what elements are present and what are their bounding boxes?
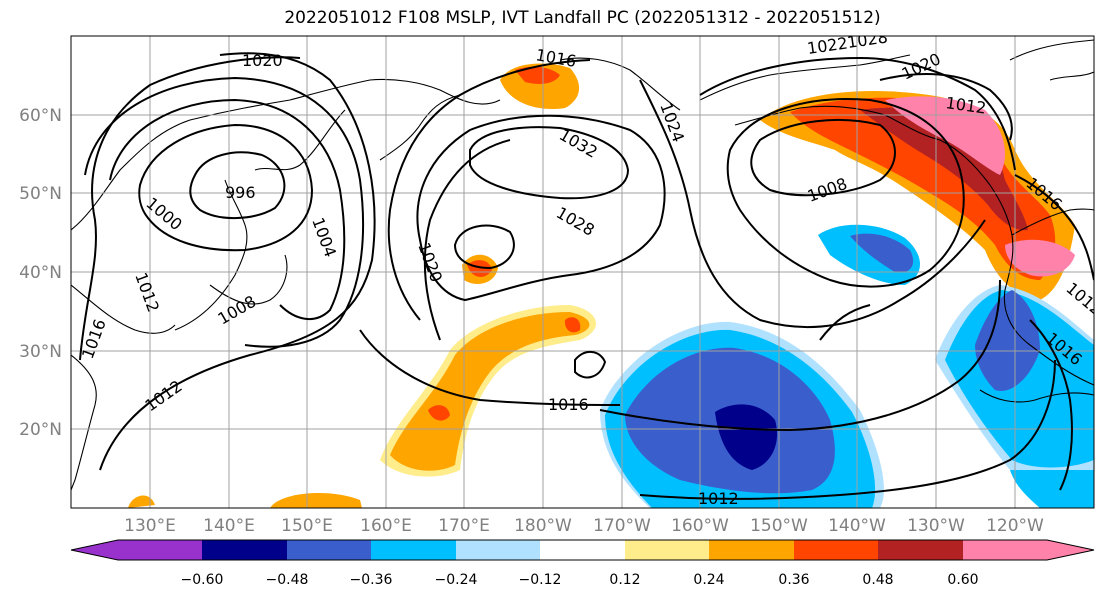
ivt-negative-ne-core (975, 290, 1040, 391)
lon-label: 160°W (671, 516, 729, 536)
lon-label: 180°W (514, 516, 572, 536)
longitude-labels: 130°E 140°E 150°E 160°E 170°E 180°W 170°… (124, 516, 1044, 536)
isobar-1004 (109, 98, 346, 320)
isobar-1016-mid (359, 329, 621, 406)
colorbar-segment (709, 540, 794, 560)
colorbar-segment (456, 540, 540, 560)
gridlines (71, 36, 1094, 508)
lon-label: 150°W (750, 516, 808, 536)
colorbar-segment (794, 540, 878, 560)
isobar-1024 (639, 79, 986, 329)
isobar-1008 (84, 76, 365, 348)
lon-label: 170°W (593, 516, 651, 536)
isobar-1020-ne (699, 56, 1016, 171)
colorbar-label: 0.12 (609, 572, 640, 588)
isobar-low-996 (189, 151, 286, 219)
isobar-1016-east (599, 279, 1001, 432)
colorbar-label: −0.36 (350, 572, 393, 588)
ivt-positive-sw (270, 493, 362, 508)
isobar-high-cutoff (453, 224, 515, 270)
isobar-1012-east-2 (819, 304, 871, 341)
isobar-1012-coast (1029, 319, 1073, 491)
ivt-shading (128, 63, 1094, 508)
isobar-1016-west (79, 56, 301, 361)
ivt-negative-subtropical-core (715, 404, 778, 470)
colorbar: −0.60 −0.48 −0.36 −0.24 −0.12 0.12 0.24 … (70, 539, 1095, 588)
latitude-labels: 60°N 50°N 40°N 30°N 20°N (19, 106, 62, 440)
colorbar-segment-extend-high (1047, 540, 1094, 560)
isobar-label: 1022 (806, 33, 849, 57)
map-area: 1020 1016 1022 1028 1020 1012 996 1000 1… (71, 33, 1094, 508)
colorbar-segment (625, 540, 709, 560)
ivt-negative-ne-3 (1010, 470, 1094, 508)
colorbar-segment (371, 540, 456, 560)
lon-label: 160°E (360, 516, 412, 536)
lat-label: 30°N (19, 342, 62, 362)
lon-label: 150°E (281, 516, 333, 536)
isobar-1028-ne (750, 119, 896, 197)
isobar-label: 996 (225, 183, 256, 202)
lat-label: 20°N (19, 420, 62, 440)
colorbar-segment (118, 540, 202, 560)
lon-label: 120°W (986, 516, 1044, 536)
ivt-positive-sw2 (128, 495, 155, 508)
colorbar-segment (202, 540, 287, 560)
colorbar-label: −0.24 (435, 572, 478, 588)
map-frame (70, 35, 1095, 509)
isobars (79, 52, 1094, 500)
isobar-label: 1012 (698, 489, 739, 508)
isobar-label: 1016 (548, 395, 589, 414)
lon-label: 130°E (124, 516, 176, 536)
lat-label: 50°N (19, 184, 62, 204)
colorbar-label: 0.36 (778, 572, 809, 588)
ivt-positive-plume-spot (428, 405, 450, 421)
isobar-1012-east (639, 359, 1056, 500)
lon-label: 140°W (828, 516, 886, 536)
colorbar-segment (878, 540, 963, 560)
ivt-positive-bering-core (515, 66, 560, 84)
colorbar-segment (963, 540, 1047, 560)
isobar-1020-mid (423, 139, 511, 341)
isobar-1032 (469, 126, 630, 200)
isobar-1000 (138, 123, 314, 252)
isobar-1016-ne-coast (1014, 174, 1094, 281)
isobar-1028 (416, 114, 666, 302)
isobar-1020-west (387, 59, 591, 321)
isobar-1008-ne (726, 98, 965, 288)
ivt-positive-cutoff-core (467, 260, 492, 277)
ivt-negative-central-core (850, 233, 914, 273)
isobar-label: 1020 (242, 51, 283, 70)
lat-label: 60°N (19, 106, 62, 126)
isobar-1016-island (574, 351, 607, 379)
colorbar-label: 0.60 (947, 572, 978, 588)
lon-label: 140°E (203, 516, 255, 536)
colorbar-outline (70, 539, 1095, 561)
isobar-1012-west (99, 52, 376, 471)
colorbar-segment (540, 540, 625, 560)
lon-label: 130°W (907, 516, 965, 536)
ivt-positive-bc (1005, 239, 1075, 277)
map-title: 2022051012 F108 MSLP, IVT Landfall PC (2… (284, 8, 881, 28)
colorbar-label: −0.60 (181, 572, 224, 588)
isobar-1012-ne (879, 73, 1013, 141)
colorbar-segment-extend-low (71, 540, 118, 560)
ivt-positive-plume-spot2 (564, 317, 581, 333)
colorbar-segment (287, 540, 371, 560)
colorbar-label: 0.48 (862, 572, 893, 588)
lat-label: 40°N (19, 263, 62, 283)
ivt-positive-alaska-max (885, 96, 1005, 175)
colorbar-label: −0.12 (519, 572, 562, 588)
lon-label: 170°E (438, 516, 490, 536)
colorbar-label: −0.48 (266, 572, 309, 588)
ivt-positive-plume-core (390, 312, 590, 471)
colorbar-label: 0.24 (693, 572, 724, 588)
